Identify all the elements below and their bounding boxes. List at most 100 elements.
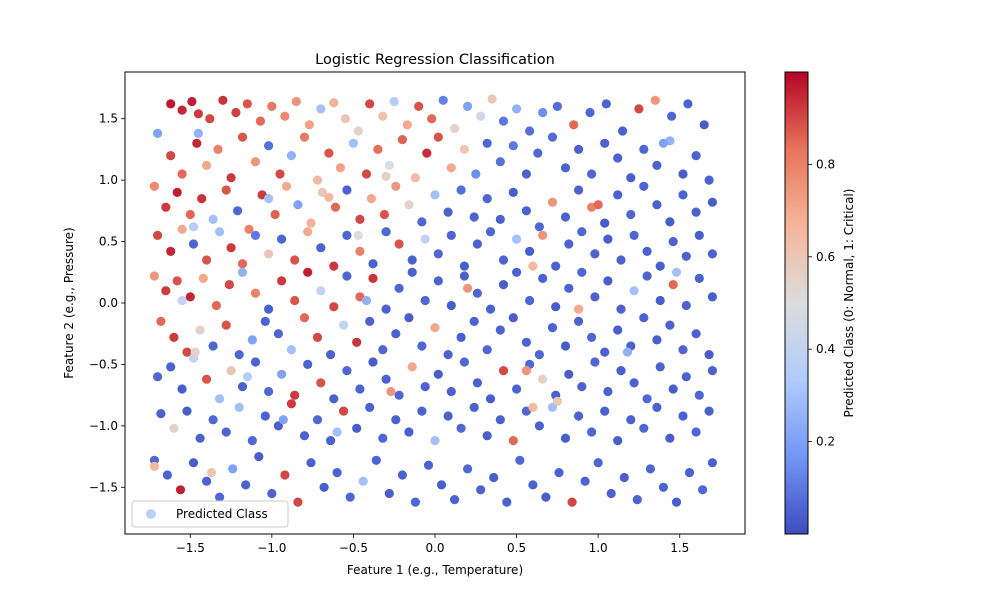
data-point [495, 157, 505, 167]
data-point [218, 95, 228, 105]
data-point [332, 468, 342, 478]
data-point [188, 458, 199, 468]
data-point [577, 267, 587, 277]
data-point [324, 192, 334, 202]
data-point [433, 132, 443, 142]
data-point [342, 185, 352, 195]
data-point [459, 261, 469, 271]
data-point [348, 138, 358, 148]
y-tick-label: 0.5 [99, 235, 118, 249]
data-point [498, 280, 509, 290]
data-point [273, 421, 283, 431]
x-tick-label: −0.5 [339, 541, 368, 555]
data-point [397, 135, 407, 145]
data-point [378, 433, 388, 443]
data-point [211, 300, 221, 311]
data-point [420, 234, 430, 244]
data-point [443, 207, 453, 217]
data-point [564, 369, 574, 379]
data-point [275, 169, 285, 179]
data-point [234, 402, 244, 412]
data-point [182, 406, 192, 416]
legend-marker [146, 509, 156, 519]
data-point [410, 497, 420, 507]
data-point [639, 313, 649, 323]
data-point [332, 427, 342, 437]
data-point [264, 141, 274, 151]
data-point [202, 160, 212, 170]
data-point [655, 261, 665, 271]
data-point [202, 476, 212, 486]
data-point [169, 423, 179, 433]
data-point [593, 200, 603, 210]
data-point [306, 218, 316, 228]
data-point [221, 185, 231, 195]
data-point [316, 243, 326, 253]
data-point [613, 190, 623, 200]
data-point [355, 214, 365, 224]
data-point [619, 472, 629, 483]
data-point [215, 394, 225, 404]
data-point [450, 123, 460, 134]
data-point [564, 239, 574, 249]
data-point [366, 194, 376, 204]
data-point [472, 239, 482, 249]
data-point [233, 206, 243, 216]
data-point [188, 239, 199, 249]
data-point [156, 409, 166, 419]
data-point [404, 313, 414, 323]
data-point [202, 255, 212, 265]
data-point [208, 341, 218, 351]
data-point [299, 132, 310, 142]
data-point [629, 286, 639, 296]
data-point [185, 292, 195, 302]
data-point [538, 374, 548, 384]
data-point [255, 116, 265, 126]
data-point [198, 273, 208, 283]
data-point [389, 96, 399, 107]
data-point [365, 99, 375, 109]
data-point [691, 329, 701, 339]
data-point [339, 406, 349, 416]
data-point [270, 209, 280, 220]
data-point [149, 461, 159, 471]
data-point [330, 202, 341, 212]
data-point [699, 120, 709, 130]
data-point [707, 197, 718, 207]
data-point [665, 217, 675, 227]
x-axis: −1.5 −1.0 −0.5 0.0 0.5 1.0 1.5 [176, 534, 689, 555]
data-point [260, 411, 270, 421]
data-point [213, 144, 223, 154]
data-point [593, 458, 603, 468]
data-point [603, 386, 613, 397]
data-point [613, 153, 623, 163]
data-point [704, 175, 714, 185]
y-tick-label: 1.0 [99, 173, 118, 187]
data-point [190, 347, 200, 357]
data-point [149, 271, 159, 281]
data-point [547, 402, 558, 412]
data-point [247, 436, 257, 446]
data-point [694, 273, 704, 283]
data-point [197, 194, 207, 204]
data-point [694, 390, 704, 400]
data-point [156, 316, 166, 326]
data-point [161, 202, 171, 212]
data-point [645, 464, 656, 474]
data-point [264, 249, 274, 259]
legend-box [131, 500, 289, 528]
data-point [365, 402, 375, 412]
data-point [242, 99, 252, 109]
data-point [417, 406, 427, 416]
data-point [433, 249, 443, 259]
data-point [574, 185, 584, 195]
data-point [626, 209, 636, 220]
y-tick-label: 1.5 [99, 112, 118, 126]
data-point [277, 234, 287, 244]
data-point [228, 464, 238, 474]
data-point [166, 362, 176, 372]
data-point [626, 415, 636, 425]
data-point [678, 169, 688, 179]
data-point [622, 347, 633, 357]
data-point [552, 101, 563, 111]
